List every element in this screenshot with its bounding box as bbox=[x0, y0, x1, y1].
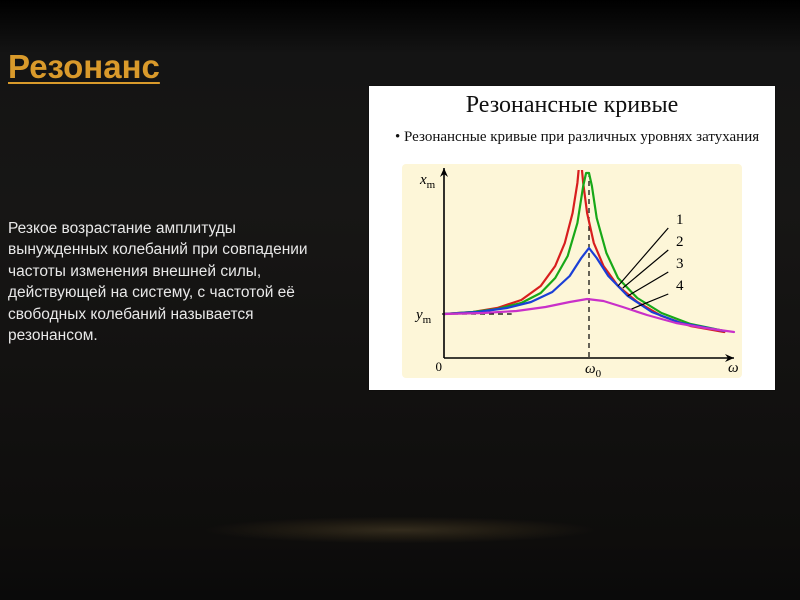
slide-body-text: Резкое возрастание амплитуды вынужденных… bbox=[8, 218, 308, 346]
panel-title: Резонансные кривые bbox=[369, 86, 775, 119]
svg-text:2: 2 bbox=[676, 234, 684, 250]
svg-text:ω: ω bbox=[728, 360, 739, 376]
panel-subtitle: Резонансные кривые при различных уровнях… bbox=[369, 119, 775, 146]
chart-svg: 1 2 3 4 0 ω ω0 xm ym bbox=[402, 164, 742, 378]
slide: Резонанс Резкое возрастание амплитуды вы… bbox=[0, 0, 800, 600]
svg-text:4: 4 bbox=[676, 278, 684, 294]
slide-title: Резонанс bbox=[8, 48, 160, 86]
resonance-chart: 1 2 3 4 0 ω ω0 xm ym bbox=[402, 164, 742, 378]
svg-text:ym: ym bbox=[414, 307, 432, 326]
svg-text:1: 1 bbox=[676, 212, 684, 228]
svg-text:0: 0 bbox=[436, 359, 443, 374]
svg-text:ω0: ω0 bbox=[585, 361, 602, 378]
chart-panel: Резонансные кривые Резонансные кривые пр… bbox=[369, 86, 775, 390]
svg-text:xm: xm bbox=[419, 172, 436, 191]
svg-text:3: 3 bbox=[676, 256, 684, 272]
